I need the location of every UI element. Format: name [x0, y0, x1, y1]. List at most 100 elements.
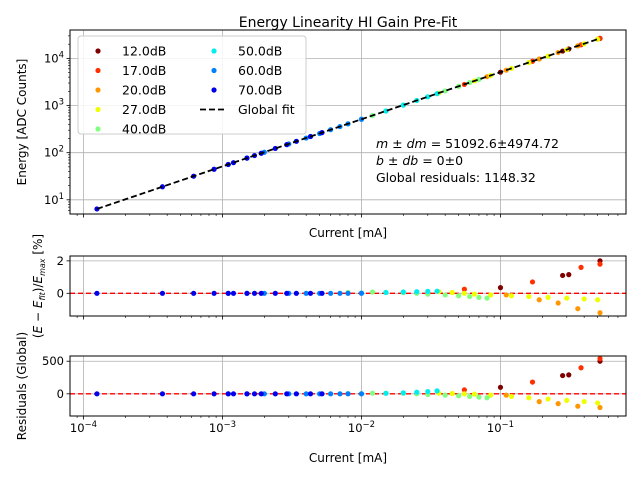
point-27-0db	[471, 391, 478, 397]
point-27-0db	[471, 291, 478, 297]
point-70-0db	[251, 391, 258, 397]
annotation-b-value: = 0±0	[418, 153, 463, 168]
legend-label-60-0db: 60.0dB	[238, 63, 282, 78]
point-60-0db	[358, 391, 365, 397]
ylabel-close: )/	[31, 283, 45, 293]
point-40-0db	[476, 394, 482, 400]
x-tick-label: 10−3	[209, 420, 236, 435]
point-17-0db	[461, 387, 467, 393]
point-27-0db	[508, 393, 515, 400]
point-40-0db	[456, 393, 462, 399]
legend-label-50-0db: 50.0dB	[238, 44, 282, 59]
point-50-0db	[400, 289, 406, 295]
global-residual-y-label: Residuals (Global)	[15, 332, 29, 440]
point-50-0db	[434, 388, 440, 394]
y-tick-label-base: 10	[44, 51, 59, 65]
point-70-0db	[307, 391, 314, 397]
point-27-0db	[461, 290, 467, 296]
point-20-0db	[575, 306, 581, 312]
point-70-0db	[272, 391, 278, 397]
point-12-0db	[497, 285, 504, 291]
ylabel-efit: E	[31, 300, 45, 308]
global-residual-x-ticks: 10−4 10−3 10−2 10−1	[70, 420, 514, 435]
annotation-b-prefix: b ± db	[376, 153, 418, 168]
point-70-0db	[211, 290, 217, 296]
legend-label-12-0db: 12.0dB	[122, 44, 166, 59]
point-60-0db	[328, 391, 334, 397]
point-50-0db	[414, 389, 420, 395]
point-40-0db	[442, 392, 448, 398]
x-tick-label: 10−4	[70, 420, 97, 435]
point-27-0db	[545, 294, 551, 300]
point-70-0db	[159, 391, 166, 397]
energy-x-label: Current [mA]	[309, 226, 387, 240]
point-70-0db	[319, 391, 325, 397]
x-tick-label-base: 10	[487, 421, 502, 435]
point-70-0db	[159, 290, 166, 296]
point-27-0db	[564, 295, 570, 301]
point-17-0db	[578, 365, 584, 371]
point-27-0db	[595, 297, 601, 303]
point-50-0db	[383, 289, 389, 296]
point-70-0db	[293, 391, 299, 397]
point-50-0db	[414, 289, 420, 295]
legend: 12.0dB 17.0dB 20.0dB 27.0dB 40.0dB 50.0dB 60.0…	[77, 35, 307, 137]
point-70-0db	[244, 290, 250, 296]
point-27-0db	[488, 292, 494, 298]
point-17-0db	[597, 356, 603, 362]
y-tick-label: 0	[57, 387, 64, 401]
point-70-0db	[307, 290, 314, 296]
relative-residual-y-label: (E − Efit)/Emax [%]	[31, 234, 47, 338]
y-tick-label-exponent: 3	[59, 98, 64, 108]
point-27-0db	[581, 399, 587, 405]
legend-swatch-50-0db	[211, 48, 217, 54]
point-17-0db	[578, 264, 584, 270]
legend-swatch-40-0db	[95, 126, 101, 132]
point-70-0db	[191, 290, 197, 296]
point-40-0db	[467, 293, 473, 300]
legend-label-20-0db: 20.0dB	[122, 83, 166, 98]
annotation-m: m ± dm = 51092.6±4974.72	[376, 136, 559, 151]
energy-minor-ticks	[76, 214, 619, 218]
legend-swatch-60-0db	[211, 67, 217, 74]
point-27-0db	[449, 289, 455, 296]
point-12-0db	[566, 272, 572, 278]
point-40-0db	[476, 294, 482, 300]
annotation-residuals: Global residuals: 1148.32	[376, 170, 536, 185]
ylabel-max-sub: max	[38, 258, 47, 276]
y-tick-label-exponent: 2	[59, 145, 64, 155]
point-70-0db	[258, 391, 264, 397]
point-70-0db	[211, 391, 217, 397]
point-20-0db	[536, 399, 542, 405]
y-tick-label-base: 10	[44, 99, 59, 113]
y-tick-label: 500	[42, 354, 64, 368]
point-60-0db	[337, 391, 343, 397]
point-27-0db	[488, 392, 494, 398]
global-residual-x-label: Current [mA]	[309, 451, 387, 465]
y-tick-label-exponent: 4	[59, 50, 64, 60]
ylabel-e: E	[31, 325, 45, 333]
annotation-b: b ± db = 0±0	[376, 153, 463, 168]
point-12-0db	[560, 372, 566, 379]
point-50-0db	[425, 388, 431, 395]
x-tick-label-base: 10	[70, 421, 85, 435]
y-tick-label: 101	[44, 192, 64, 207]
y-tick-label: 102	[44, 145, 64, 160]
point-60-0db	[358, 290, 365, 296]
point-20-0db	[555, 300, 561, 306]
point-27-0db	[564, 397, 570, 403]
x-tick-label: 10−2	[348, 420, 375, 435]
y-tick-label: 104	[44, 50, 64, 65]
point-20-0db	[503, 392, 509, 398]
point-40-0db	[484, 395, 490, 401]
legend-swatch-20-0db	[95, 87, 101, 93]
point-70-0db	[244, 391, 250, 397]
point-70-0db	[293, 290, 299, 296]
relative-residual-minor-ticks	[76, 316, 619, 320]
legend-items: 12.0dB 17.0dB 20.0dB 27.0dB 40.0dB 50.0dB 60.0…	[95, 44, 295, 137]
point-70-0db	[319, 290, 325, 296]
point-40-0db	[369, 390, 376, 396]
point-40-0db	[369, 289, 376, 295]
ylabel-fit-sub: fit	[38, 291, 47, 300]
